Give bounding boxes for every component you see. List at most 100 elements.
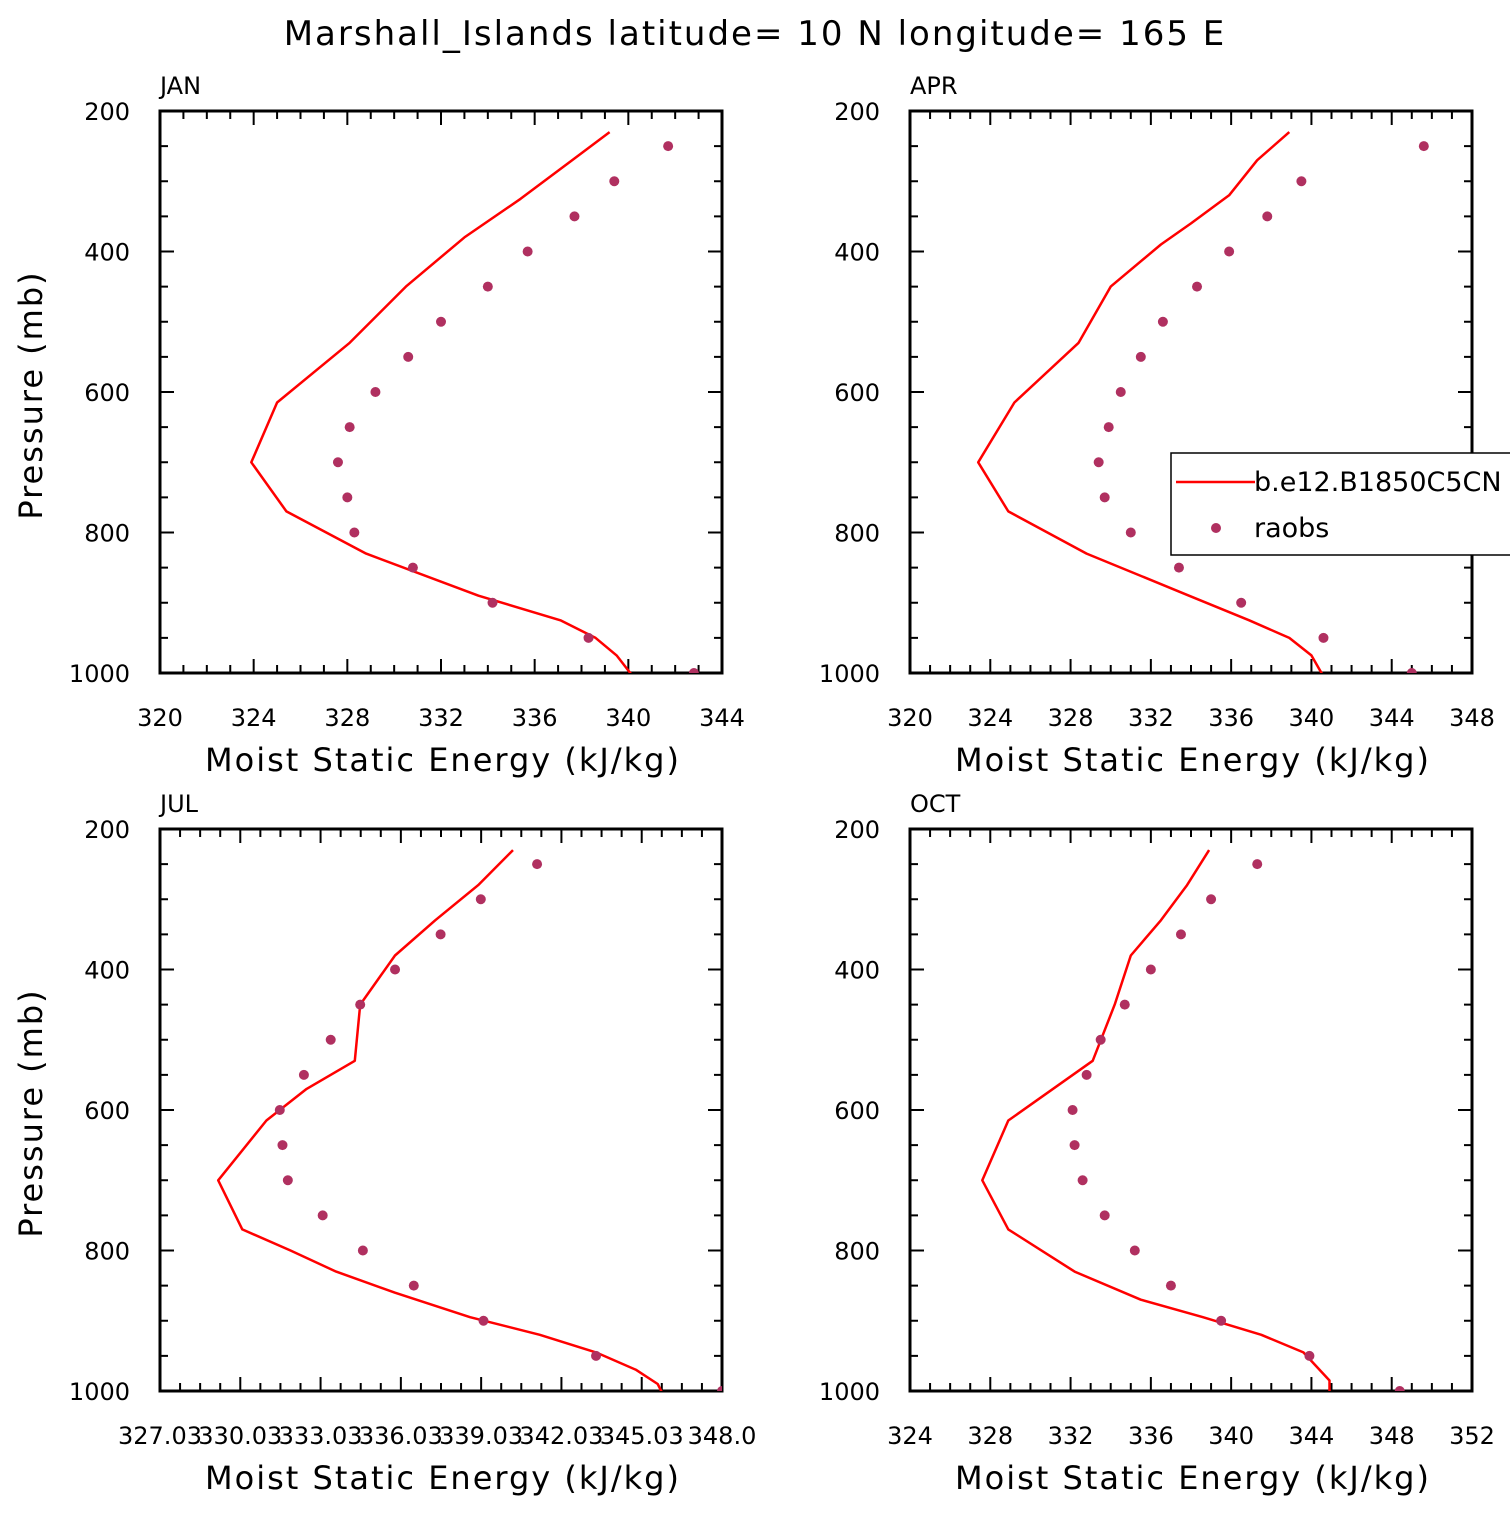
raobs-point (1103, 422, 1114, 433)
raobs-point (357, 1245, 368, 1256)
x-tick-label: 336 (1208, 704, 1254, 732)
raobs-point (532, 859, 543, 870)
data-layer (981, 849, 1405, 1391)
plot-frame (908, 109, 1474, 675)
x-tick-label: 340 (1289, 704, 1335, 732)
y-tick-label: 800 (84, 1238, 130, 1266)
x-tick-label: 330.03 (198, 1422, 282, 1450)
y-tick-label: 600 (84, 379, 130, 407)
raobs-point (1296, 176, 1307, 187)
raobs-point (282, 1175, 293, 1186)
chart-panel-jan: 320 324 328 332 336 340 344 200 400 600 800 1000 JAN… (12, 72, 745, 779)
raobs-point (478, 1315, 489, 1326)
raobs-point (1216, 1315, 1227, 1326)
y-tick-label: 600 (84, 1097, 130, 1125)
panel-label: JAN (158, 72, 201, 100)
y-tick-label: 200 (84, 816, 130, 844)
raobs-point (1165, 1280, 1176, 1291)
y-tick-label: 400 (84, 239, 130, 267)
y-axis-label: Pressure (mb) (12, 270, 50, 519)
raobs-point (408, 1280, 419, 1291)
raobs-point (274, 1105, 285, 1115)
raobs-point (349, 527, 360, 538)
x-tick-label: 348 (1449, 704, 1495, 732)
x-tick-label: 333.03 (279, 1422, 363, 1450)
x-tick-label: 324 (887, 1422, 933, 1450)
x-tick-label: 336 (1128, 1422, 1174, 1450)
raobs-point (370, 387, 381, 397)
raobs-point (317, 1210, 328, 1221)
chart-panel-apr: 320 324 328 332 336 340 344 348 200 400 600 800 1000… (819, 72, 1510, 779)
panel-label: OCT (910, 790, 961, 818)
raobs-point (342, 492, 353, 503)
legend-box (1170, 452, 1510, 556)
y-tick-label: 1000 (819, 660, 880, 688)
raobs-point (407, 562, 418, 573)
raobs-point (1093, 457, 1104, 468)
y-tick-label: 200 (84, 98, 130, 126)
raobs-point (298, 1069, 309, 1080)
x-tick-label: 344 (699, 704, 745, 732)
panels: 320 324 328 332 336 340 344 200 400 600 800 1000 JAN… (12, 72, 1510, 1497)
data-layer (250, 131, 699, 673)
x-tick-label: 336.03 (359, 1422, 443, 1450)
x-tick-label: 336 (512, 704, 558, 732)
x-tick-label: 332 (1128, 704, 1174, 732)
raobs-point (1067, 1105, 1078, 1115)
chart-panel-oct: 324 328 332 336 340 344 348 352 200 400 600 800 1000… (819, 790, 1495, 1497)
y-tick-label: 200 (834, 816, 880, 844)
x-tick-label: 327.03 (118, 1422, 202, 1450)
raobs-point (1192, 281, 1203, 292)
x-tick-label: 348.0 (688, 1422, 757, 1450)
raobs-point (403, 351, 414, 362)
x-tick-label: 345.03 (600, 1422, 684, 1450)
x-tick-label: 332 (418, 704, 464, 732)
raobs-point (1206, 894, 1217, 905)
plot-frame (158, 109, 724, 675)
x-tick-label: 342.03 (519, 1422, 603, 1450)
data-layer (216, 849, 722, 1391)
raobs-point (1236, 597, 1247, 608)
y-tick-label: 800 (84, 520, 130, 548)
raobs-point (482, 281, 493, 292)
raobs-point (609, 176, 620, 187)
y-tick-label: 400 (84, 957, 130, 985)
raobs-point (1099, 492, 1110, 503)
raobs-point (1394, 1386, 1405, 1391)
y-tick-label: 600 (834, 1097, 880, 1125)
figure-title: Marshall_Islands latitude= 10 N longitud… (284, 14, 1227, 54)
x-tick-label: 348 (1369, 1422, 1415, 1450)
x-tick-label: 332 (1048, 1422, 1094, 1450)
raobs-point (583, 632, 594, 643)
raobs-point (1129, 1245, 1140, 1256)
model-profile-line (981, 849, 1331, 1391)
y-tick-label: 1000 (69, 660, 130, 688)
raobs-point (1262, 211, 1273, 222)
y-tick-label: 600 (834, 379, 880, 407)
raobs-point (475, 894, 486, 905)
raobs-point (1157, 316, 1168, 327)
plot-frame (908, 827, 1474, 1393)
raobs-point (435, 929, 446, 940)
model-profile-line (250, 131, 632, 673)
x-tick-label: 320 (137, 704, 183, 732)
raobs-point (1119, 999, 1130, 1010)
raobs-point (1069, 1140, 1080, 1151)
raobs-point (1077, 1175, 1088, 1186)
raobs-point (569, 211, 580, 222)
y-tick-label: 400 (834, 239, 880, 267)
legend-label-raobs: raobs (1254, 513, 1329, 544)
raobs-point (1145, 964, 1156, 975)
raobs-point (1224, 246, 1235, 257)
y-tick-label: 1000 (819, 1378, 880, 1406)
x-axis-label: Moist Static Energy (kJ/kg) (955, 1459, 1431, 1497)
data-layer (976, 131, 1429, 673)
panel-label: APR (910, 72, 958, 100)
raobs-point (1095, 1034, 1106, 1045)
raobs-point (1099, 1210, 1110, 1221)
y-tick-label: 800 (834, 1238, 880, 1266)
raobs-point (332, 457, 343, 468)
x-tick-label: 344 (1369, 704, 1415, 732)
raobs-point (1173, 562, 1184, 573)
